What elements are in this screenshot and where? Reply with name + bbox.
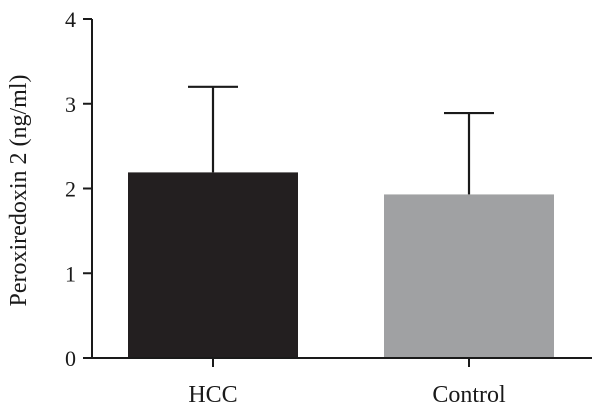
y-axis-label: Peroxiredoxin 2 (ng/ml) bbox=[6, 75, 32, 307]
error-bars-layer bbox=[188, 85, 494, 195]
error-bar-hcc bbox=[188, 85, 238, 173]
bar-control bbox=[384, 194, 554, 358]
bars-layer bbox=[128, 172, 554, 358]
y-tick-label: 2 bbox=[65, 177, 76, 202]
x-tick-label: Control bbox=[432, 382, 506, 408]
y-tick-label: 3 bbox=[65, 92, 76, 117]
y-tick-label: 4 bbox=[65, 7, 76, 32]
x-tick-label: HCC bbox=[188, 382, 237, 408]
x-axis-labels: HCC Control bbox=[188, 358, 506, 408]
y-tick-label: 0 bbox=[65, 346, 76, 371]
y-axis-ticks: 0 1 2 3 4 bbox=[65, 7, 92, 371]
bar-hcc bbox=[128, 172, 298, 358]
y-tick-label: 1 bbox=[65, 261, 76, 286]
error-bar-control bbox=[444, 111, 494, 195]
